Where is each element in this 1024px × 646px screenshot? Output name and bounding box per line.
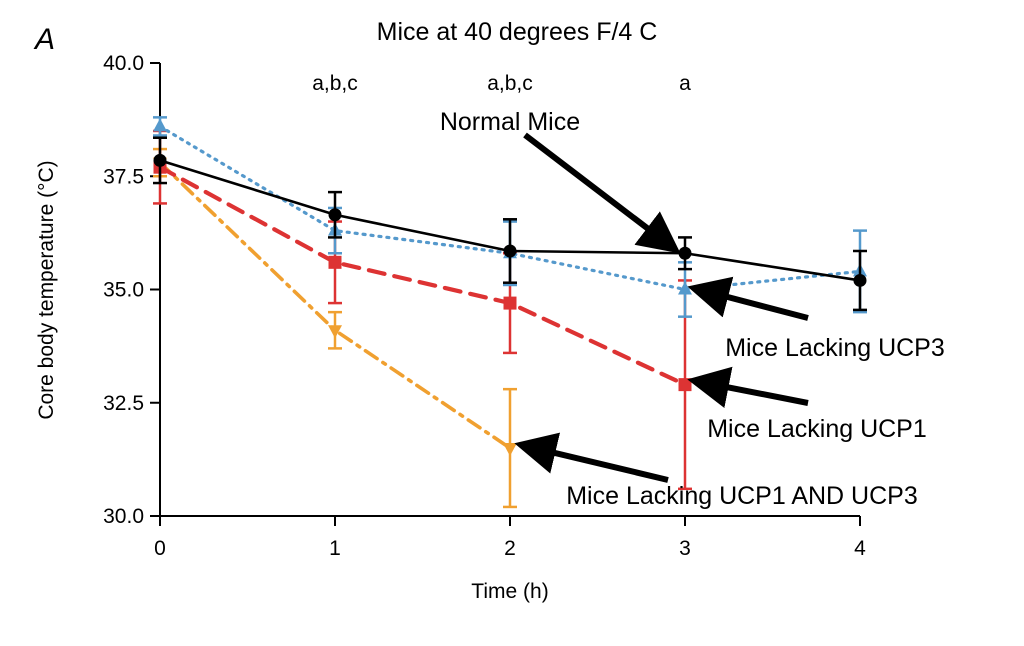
data-point	[503, 244, 517, 258]
annotation-label: Mice Lacking UCP1 AND UCP3	[566, 482, 918, 510]
series-normal-mice	[153, 136, 867, 312]
annotation-arrow	[523, 132, 681, 254]
data-point	[328, 208, 342, 222]
y-tick-label: 30.0	[103, 505, 144, 528]
significance-labels: a,b,c a,b,c a	[312, 72, 691, 95]
annotation-label: Normal Mice	[440, 108, 580, 136]
series-layer	[153, 116, 867, 509]
data-point	[153, 118, 167, 132]
x-tick-label: 1	[329, 537, 341, 560]
data-point	[328, 325, 342, 339]
data-point	[678, 378, 692, 392]
y-axis-label: Core body temperature (°C)	[35, 160, 58, 419]
annotation-arrow	[514, 432, 669, 483]
data-point	[153, 153, 167, 167]
y-tick-label: 37.5	[103, 165, 144, 188]
annotation-arrow	[687, 276, 809, 321]
significance-label: a,b,c	[487, 72, 533, 95]
data-point	[328, 255, 342, 269]
panel-label: A	[33, 23, 55, 56]
annotation-arrow	[687, 366, 809, 409]
data-point	[503, 296, 517, 310]
x-axis-label: Time (h)	[471, 580, 548, 603]
series-line	[157, 165, 688, 387]
chart-title: Mice at 40 degrees F/4 C	[377, 18, 658, 46]
annotations: Normal Mice Mice Lacking UCP3 Mice Lacking…	[440, 108, 945, 510]
significance-label: a,b,c	[312, 72, 358, 95]
annotation-label: Mice Lacking UCP3	[725, 334, 945, 362]
y-tick-label: 40.0	[103, 52, 144, 75]
data-point	[853, 273, 867, 287]
x-tick-label: 0	[154, 537, 166, 560]
x-tick-label: 2	[504, 537, 516, 560]
x-tick-label: 4	[854, 537, 866, 560]
annotation-label: Mice Lacking UCP1	[707, 415, 927, 443]
y-tick-label: 32.5	[103, 392, 144, 415]
axes: 30.0 32.5 35.0 37.5 40.0 0 1 2 3 4	[103, 52, 866, 560]
y-tick-label: 35.0	[103, 279, 144, 302]
x-tick-label: 3	[679, 537, 691, 560]
significance-label: a	[679, 72, 691, 95]
data-point	[503, 443, 517, 457]
data-point	[678, 246, 692, 260]
